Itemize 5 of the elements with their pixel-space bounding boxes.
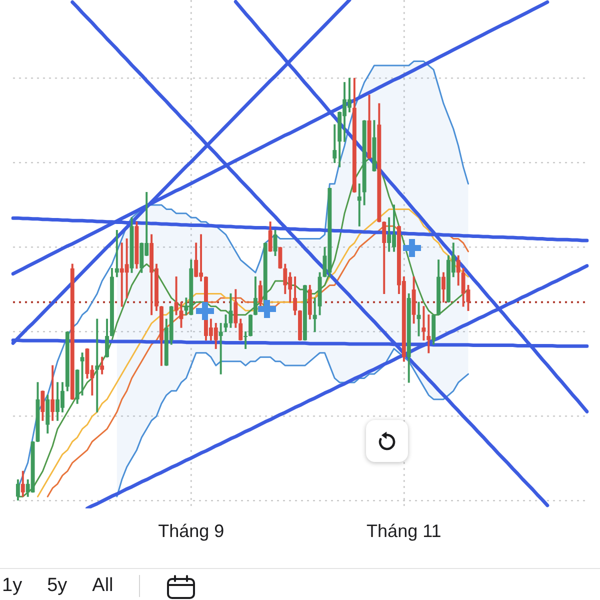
x-tick-label: Tháng 11 [366,521,442,542]
text: All [92,575,114,597]
text: 1y [2,575,22,597]
x-tick-label: Tháng 9 [158,521,224,542]
text: 5y [47,575,68,597]
